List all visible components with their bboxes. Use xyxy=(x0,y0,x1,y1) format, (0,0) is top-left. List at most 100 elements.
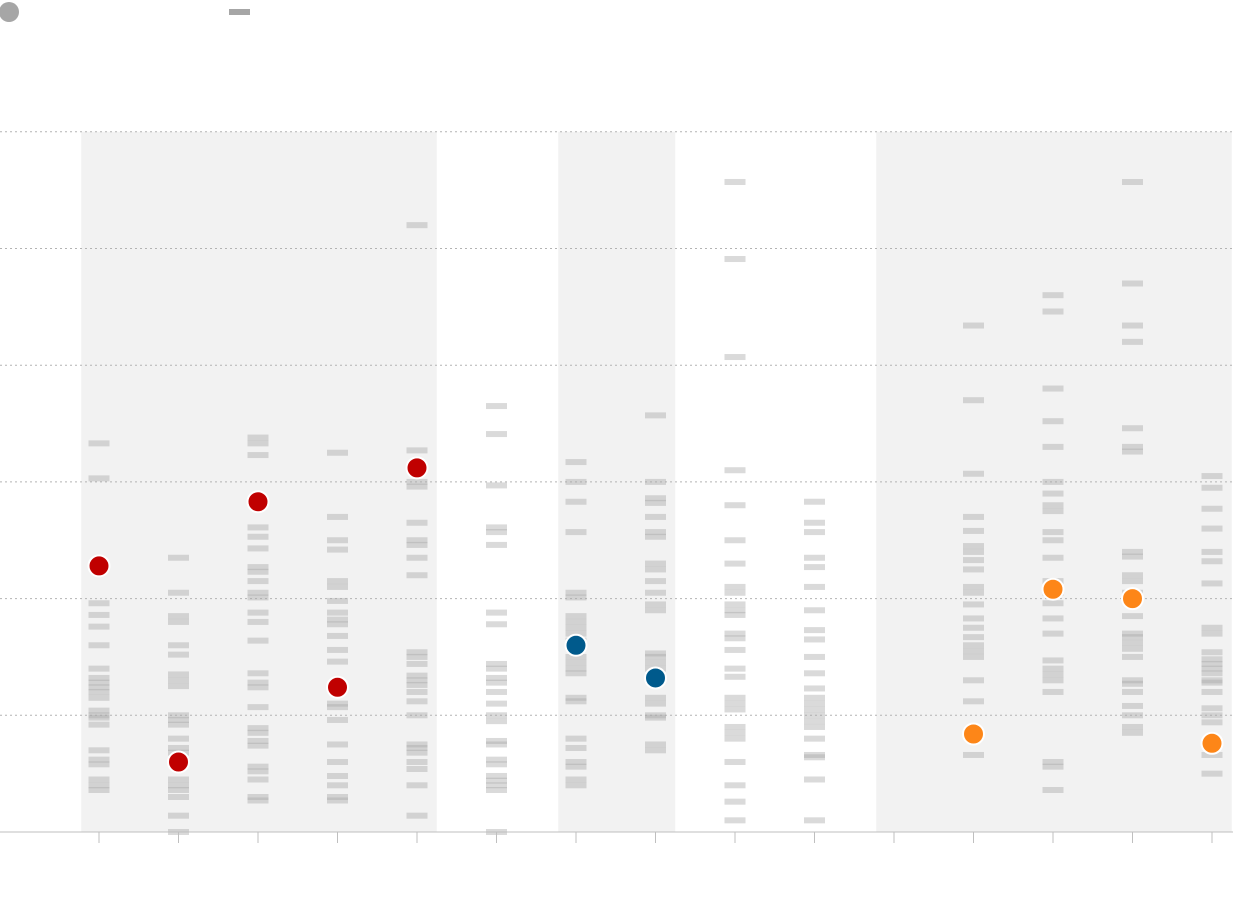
strip-mark-13-8 xyxy=(1122,553,1143,560)
strip-mark-6-14 xyxy=(565,670,587,677)
strip-mark-2-12 xyxy=(247,618,269,625)
strip-mark-14-9 xyxy=(1201,649,1223,656)
strip-mark-1-6 xyxy=(168,671,189,678)
legend-dash-icon xyxy=(229,9,250,15)
strip-mark-8-1 xyxy=(724,256,746,263)
strip-mark-9-9 xyxy=(804,653,825,660)
strip-mark-6-20 xyxy=(565,763,587,770)
strip-mark-12-15 xyxy=(1042,615,1064,622)
strip-mark-11-19 xyxy=(963,698,984,705)
dot-2 xyxy=(246,490,270,514)
strip-mark-13-20 xyxy=(1122,688,1143,695)
strip-mark-5-13 xyxy=(486,700,507,707)
strip-mark-6-9 xyxy=(565,630,587,637)
strip-mark-1-9 xyxy=(168,712,189,719)
strip-mark-11-20 xyxy=(963,751,984,758)
strip-mark-2-19 xyxy=(247,729,269,736)
strip-mark-9-10 xyxy=(804,670,825,677)
strip-mark-0-2 xyxy=(88,600,110,607)
strip-mark-9-22 xyxy=(804,817,825,824)
strip-mark-0-20 xyxy=(88,782,110,789)
strip-mark-5-7 xyxy=(486,621,507,628)
strip-mark-11-13 xyxy=(963,624,984,631)
strip-mark-9-19 xyxy=(804,751,825,758)
strip-mark-14-13 xyxy=(1201,670,1223,677)
strip-mark-4-18 xyxy=(406,741,428,748)
highlight-dots xyxy=(87,456,1224,774)
strip-mark-0-7 xyxy=(88,674,110,681)
strip-mark-9-12 xyxy=(804,694,825,701)
strip-mark-12-21 xyxy=(1042,688,1064,695)
strip-mark-3-1 xyxy=(327,513,348,520)
strip-mark-4-11 xyxy=(406,660,428,667)
strip-mark-4-14 xyxy=(406,681,428,688)
strip-mark-14-8 xyxy=(1201,630,1223,637)
strip-mark-2-23 xyxy=(247,768,269,775)
strip-mark-2-14 xyxy=(247,670,269,677)
strip-mark-8-23 xyxy=(724,758,746,765)
strip-mark-14-10 xyxy=(1201,656,1223,663)
strip-mark-13-14 xyxy=(1122,634,1143,641)
strip-mark-11-5 xyxy=(963,543,984,550)
strip-mark-9-11 xyxy=(804,685,825,692)
strip-mark-4-15 xyxy=(406,688,428,695)
strip-mark-5-6 xyxy=(486,609,507,616)
strip-mark-5-15 xyxy=(486,718,507,725)
strip-mark-4-19 xyxy=(406,744,428,751)
strip-mark-9-5 xyxy=(804,583,825,590)
strip-mark-4-1 xyxy=(406,447,428,454)
strip-mark-14-4 xyxy=(1201,548,1223,555)
strip-mark-8-21 xyxy=(724,729,746,736)
strip-mark-14-14 xyxy=(1201,677,1223,684)
strip-mark-7-0 xyxy=(645,412,666,419)
strip-mark-8-5 xyxy=(724,537,746,544)
strip-mark-6-12 xyxy=(565,659,587,666)
strip-mark-11-3 xyxy=(963,513,984,520)
strip-mark-5-11 xyxy=(486,679,507,686)
strip-mark-2-10 xyxy=(247,594,269,601)
dot-6 xyxy=(564,633,588,657)
strip-mark-0-18 xyxy=(88,761,110,768)
strip-mark-12-4 xyxy=(1042,443,1064,450)
strip-mark-5-8 xyxy=(486,660,507,667)
strip-mark-14-18 xyxy=(1201,712,1223,719)
strip-mark-3-21 xyxy=(327,797,348,804)
strip-mark-2-9 xyxy=(247,589,269,596)
strip-mark-11-18 xyxy=(963,677,984,684)
strip-mark-14-21 xyxy=(1201,770,1223,777)
strip-mark-14-6 xyxy=(1201,580,1223,587)
strip-mark-2-2 xyxy=(247,452,269,459)
strip-mark-0-11 xyxy=(88,694,110,701)
strip-mark-9-7 xyxy=(804,627,825,634)
strip-mark-2-1 xyxy=(247,440,269,447)
strip-mark-3-5 xyxy=(327,583,348,590)
strip-mark-9-0 xyxy=(804,498,825,505)
strip-mark-14-12 xyxy=(1201,665,1223,672)
strip-mark-7-6 xyxy=(645,533,666,540)
strip-mark-1-12 xyxy=(168,735,189,742)
strip-mark-11-1 xyxy=(963,397,984,404)
strip-mark-5-18 xyxy=(486,756,507,763)
strip-mark-13-5 xyxy=(1122,443,1143,450)
strip-mark-11-9 xyxy=(963,583,984,590)
strip-mark-11-7 xyxy=(963,557,984,564)
strip-mark-11-16 xyxy=(963,648,984,655)
strip-mark-4-8 xyxy=(406,572,428,579)
strip-mark-12-14 xyxy=(1042,600,1064,607)
strip-mark-11-17 xyxy=(963,653,984,660)
strip-mark-5-19 xyxy=(486,761,507,768)
strip-mark-9-4 xyxy=(804,564,825,571)
strip-mark-6-19 xyxy=(565,758,587,765)
strip-mark-13-22 xyxy=(1122,712,1143,719)
gridlines xyxy=(0,131,1233,716)
strip-mark-1-5 xyxy=(168,651,189,658)
strip-mark-5-22 xyxy=(486,782,507,789)
strip-mark-3-11 xyxy=(327,646,348,653)
strip-mark-14-2 xyxy=(1201,505,1223,512)
strip-mark-8-18 xyxy=(724,700,746,707)
strip-mark-14-20 xyxy=(1201,751,1223,758)
strip-mark-9-2 xyxy=(804,529,825,536)
strip-mark-3-7 xyxy=(327,609,348,616)
strip-mark-6-16 xyxy=(565,698,587,705)
strip-mark-0-4 xyxy=(88,623,110,630)
